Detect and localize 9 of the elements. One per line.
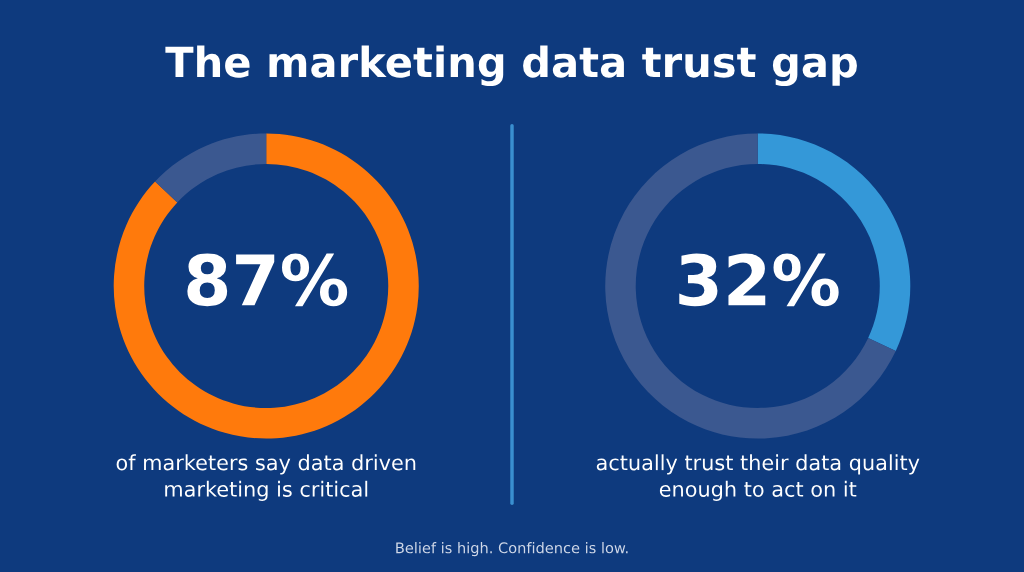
data-label: 32% <box>679 253 839 307</box>
donut-slice <box>605 133 896 439</box>
data-label: 87% <box>187 253 348 307</box>
text: of marketers say data driven marketing is critical <box>116 454 416 501</box>
text: Belief is high. Confidence is low. <box>396 542 628 557</box>
text: actually trust their data quality enough to act on it <box>596 454 920 501</box>
donut-slice <box>113 133 419 439</box>
text: The marketing data trust gap <box>165 45 857 87</box>
donut-slice <box>155 133 267 203</box>
